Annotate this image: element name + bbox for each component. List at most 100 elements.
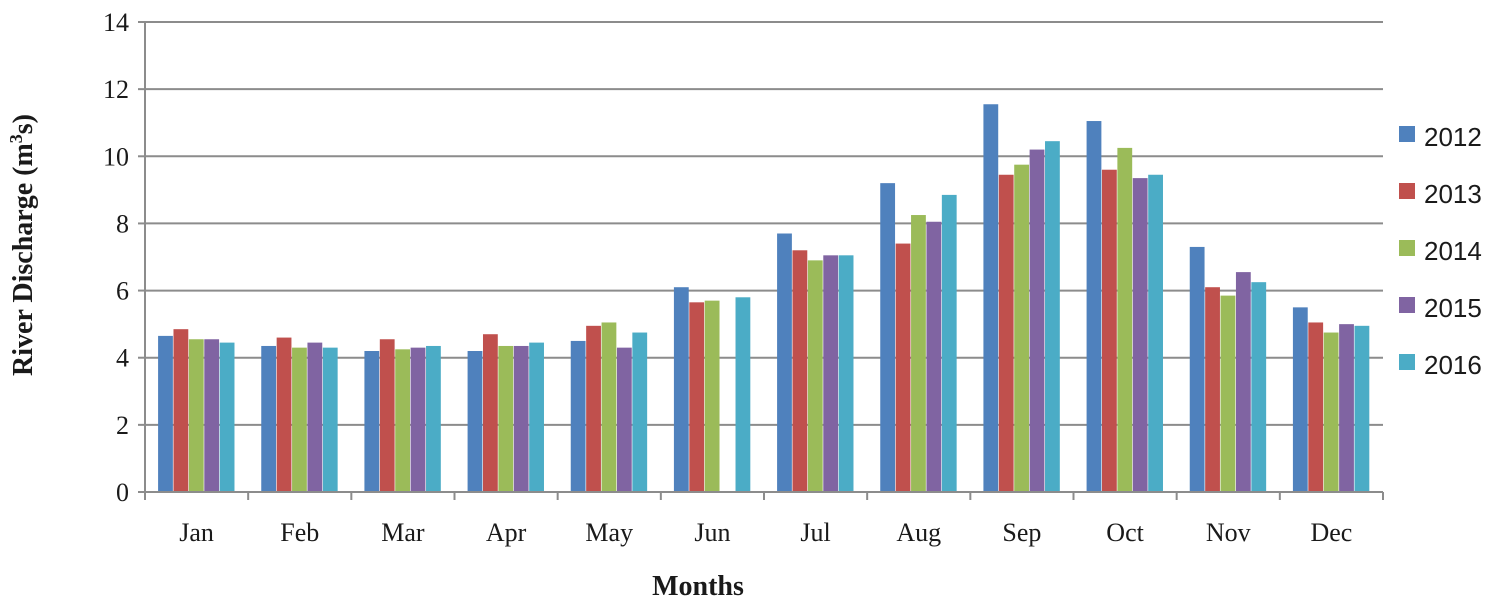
bar-feb-2012 <box>261 345 277 492</box>
y-tick-label: 10 <box>103 142 129 171</box>
y-tick-labels: 0 2 4 6 8 10 12 14 <box>103 8 129 507</box>
bar-jun-2014 <box>704 300 720 492</box>
bar-jun-2012 <box>673 287 689 492</box>
legend-label-2013: 2013 <box>1424 179 1482 209</box>
bar-aug-2013 <box>895 243 911 492</box>
bar-apr-2016 <box>529 342 544 492</box>
bar-may-2013 <box>586 325 601 492</box>
bar-may-2012 <box>570 340 586 492</box>
bar-apr-2015 <box>513 345 529 492</box>
gridlines <box>145 21 1383 426</box>
legend-label-2015: 2015 <box>1424 293 1482 323</box>
bar-dec-2015 <box>1339 324 1354 492</box>
bar-jan-2015 <box>204 339 220 492</box>
bars <box>158 104 1370 493</box>
legend-label-2014: 2014 <box>1424 236 1482 266</box>
bar-sep-2016 <box>1045 141 1060 492</box>
bar-sep-2014 <box>1014 164 1030 492</box>
x-tick-label-dec: Dec <box>1310 518 1352 547</box>
bar-feb-2013 <box>276 337 292 492</box>
bar-mar-2012 <box>364 351 380 492</box>
bar-sep-2015 <box>1029 149 1045 493</box>
bar-mar-2016 <box>426 345 441 492</box>
bar-aug-2016 <box>941 194 957 492</box>
legend-label-2012: 2012 <box>1424 122 1482 152</box>
bar-jun-2016 <box>735 297 751 492</box>
bar-jan-2014 <box>188 339 204 492</box>
bar-jul-2013 <box>792 250 808 492</box>
bar-mar-2013 <box>379 339 395 492</box>
bar-nov-2014 <box>1220 295 1236 492</box>
bar-dec-2012 <box>1292 307 1308 492</box>
bar-feb-2015 <box>307 342 323 492</box>
bar-feb-2016 <box>322 347 338 492</box>
bar-feb-2014 <box>292 347 307 492</box>
bar-sep-2013 <box>998 174 1014 492</box>
bar-dec-2016 <box>1354 325 1370 492</box>
y-tick-label: 6 <box>116 277 129 306</box>
x-tick-label-mar: Mar <box>381 518 425 547</box>
bar-mar-2014 <box>395 349 411 492</box>
legend-label-2016: 2016 <box>1424 350 1482 380</box>
y-axis-title-end: s) <box>8 114 39 134</box>
y-tick-label: 2 <box>116 411 129 440</box>
y-axis-title-superscript: 3 <box>6 134 26 143</box>
y-tick-label: 8 <box>116 209 129 238</box>
bar-apr-2013 <box>482 334 498 492</box>
axes <box>138 21 1384 500</box>
bar-may-2016 <box>632 332 648 492</box>
x-tick-label-sep: Sep <box>1002 518 1041 547</box>
x-tick-label-oct: Oct <box>1106 518 1144 547</box>
x-tick-label-aug: Aug <box>896 518 941 547</box>
bar-aug-2015 <box>926 221 942 492</box>
x-tick-label-jan: Jan <box>179 518 214 547</box>
bar-apr-2014 <box>498 345 514 492</box>
legend-swatch-2012 <box>1399 126 1415 142</box>
x-axis-title: Months <box>652 571 744 602</box>
bar-jul-2012 <box>777 233 792 492</box>
bar-aug-2014 <box>911 215 926 493</box>
bar-oct-2015 <box>1132 178 1148 492</box>
bar-jun-2013 <box>689 302 705 492</box>
bar-nov-2015 <box>1235 272 1251 492</box>
y-axis-title-main: River Discharge (m <box>8 143 39 376</box>
bar-jan-2016 <box>219 342 235 492</box>
bar-jul-2015 <box>823 255 839 492</box>
x-tick-label-jun: Jun <box>694 518 730 547</box>
y-tick-label: 4 <box>116 344 129 373</box>
x-tick-label-feb: Feb <box>280 518 319 547</box>
bar-oct-2013 <box>1101 169 1117 492</box>
bar-oct-2014 <box>1117 147 1133 492</box>
y-tick-label: 0 <box>116 478 129 507</box>
bar-may-2014 <box>601 322 617 492</box>
bar-mar-2015 <box>410 347 426 492</box>
legend-swatch-2013 <box>1399 183 1415 199</box>
x-tick-label-nov: Nov <box>1206 518 1251 547</box>
bar-nov-2012 <box>1189 246 1205 492</box>
y-axis-title: River Discharge (m3s) <box>6 114 39 376</box>
bar-dec-2013 <box>1308 322 1324 492</box>
bar-apr-2012 <box>467 351 483 492</box>
bar-jan-2012 <box>158 335 173 492</box>
x-tick-label-may: May <box>585 518 633 547</box>
bar-nov-2013 <box>1205 287 1220 492</box>
bar-sep-2012 <box>983 104 999 492</box>
x-tick-label-apr: Apr <box>486 518 527 547</box>
bar-oct-2012 <box>1086 121 1102 493</box>
bar-jul-2016 <box>838 255 854 492</box>
y-tick-label: 12 <box>103 75 129 104</box>
bar-aug-2012 <box>880 183 896 492</box>
bar-may-2015 <box>616 347 632 492</box>
bar-jan-2013 <box>173 329 189 492</box>
bar-jul-2014 <box>807 260 823 492</box>
y-tick-label: 14 <box>103 8 129 37</box>
x-tick-label-jul: Jul <box>800 518 830 547</box>
bar-oct-2016 <box>1148 174 1163 492</box>
legend-swatch-2016 <box>1399 354 1415 370</box>
legend-swatch-2015 <box>1399 297 1415 313</box>
bar-nov-2016 <box>1251 282 1267 492</box>
legend: 2012 2013 2014 2015 2016 <box>1399 122 1482 380</box>
legend-swatch-2014 <box>1399 240 1415 256</box>
x-tick-labels: Jan Feb Mar Apr May Jun Jul Aug Sep Oct Nov Dec <box>179 518 1352 547</box>
bar-dec-2014 <box>1323 332 1339 492</box>
